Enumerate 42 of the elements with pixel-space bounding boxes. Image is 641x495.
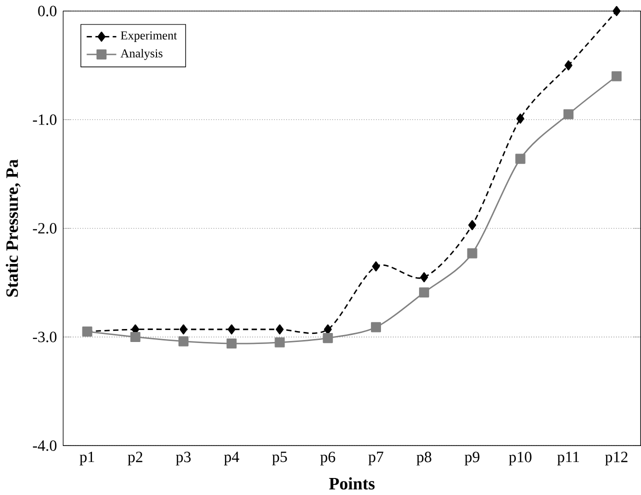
point xyxy=(468,220,476,230)
x-tick-label: p2 xyxy=(128,452,142,466)
point xyxy=(419,287,430,298)
point xyxy=(420,272,428,282)
y-tick-label: 0.0 xyxy=(38,6,56,16)
x-tick-label: p5 xyxy=(272,452,287,466)
point xyxy=(178,336,188,346)
y-tick-label: -4.0 xyxy=(32,440,56,451)
point xyxy=(226,338,237,348)
y-tick-label: -3.0 xyxy=(32,332,56,342)
point xyxy=(516,113,524,124)
legend-label: Analysis xyxy=(120,48,162,60)
point xyxy=(564,60,572,70)
y-axis-title: Static Pressure, Pa xyxy=(6,159,20,296)
x-tick-label: p10 xyxy=(508,452,532,466)
point xyxy=(276,324,284,334)
point xyxy=(274,337,285,348)
point xyxy=(370,322,381,332)
x-tick-label: p7 xyxy=(368,452,384,466)
x-tick-label: p12 xyxy=(605,452,628,466)
point xyxy=(130,332,140,342)
x-tick-label: p1 xyxy=(80,452,94,466)
point xyxy=(322,332,333,343)
x-tick-label: p8 xyxy=(416,452,432,466)
x-axis-title: Points xyxy=(329,477,375,490)
point xyxy=(324,324,332,334)
y-tick-label: -1.0 xyxy=(32,114,56,125)
x-tick-label: p4 xyxy=(224,452,240,466)
x-tick-label: p6 xyxy=(320,452,336,466)
point xyxy=(612,6,621,16)
point xyxy=(563,109,574,120)
legend-label: Experiment xyxy=(120,31,177,42)
x-tick-label: p9 xyxy=(464,452,480,466)
point xyxy=(180,324,188,334)
point xyxy=(228,324,236,334)
y-tick-label: -2.0 xyxy=(32,222,56,234)
point xyxy=(372,261,380,272)
point xyxy=(467,248,478,258)
x-tick-label: p11 xyxy=(557,452,579,466)
point xyxy=(515,154,526,164)
point xyxy=(612,71,622,82)
x-tick-label: p3 xyxy=(176,452,191,466)
